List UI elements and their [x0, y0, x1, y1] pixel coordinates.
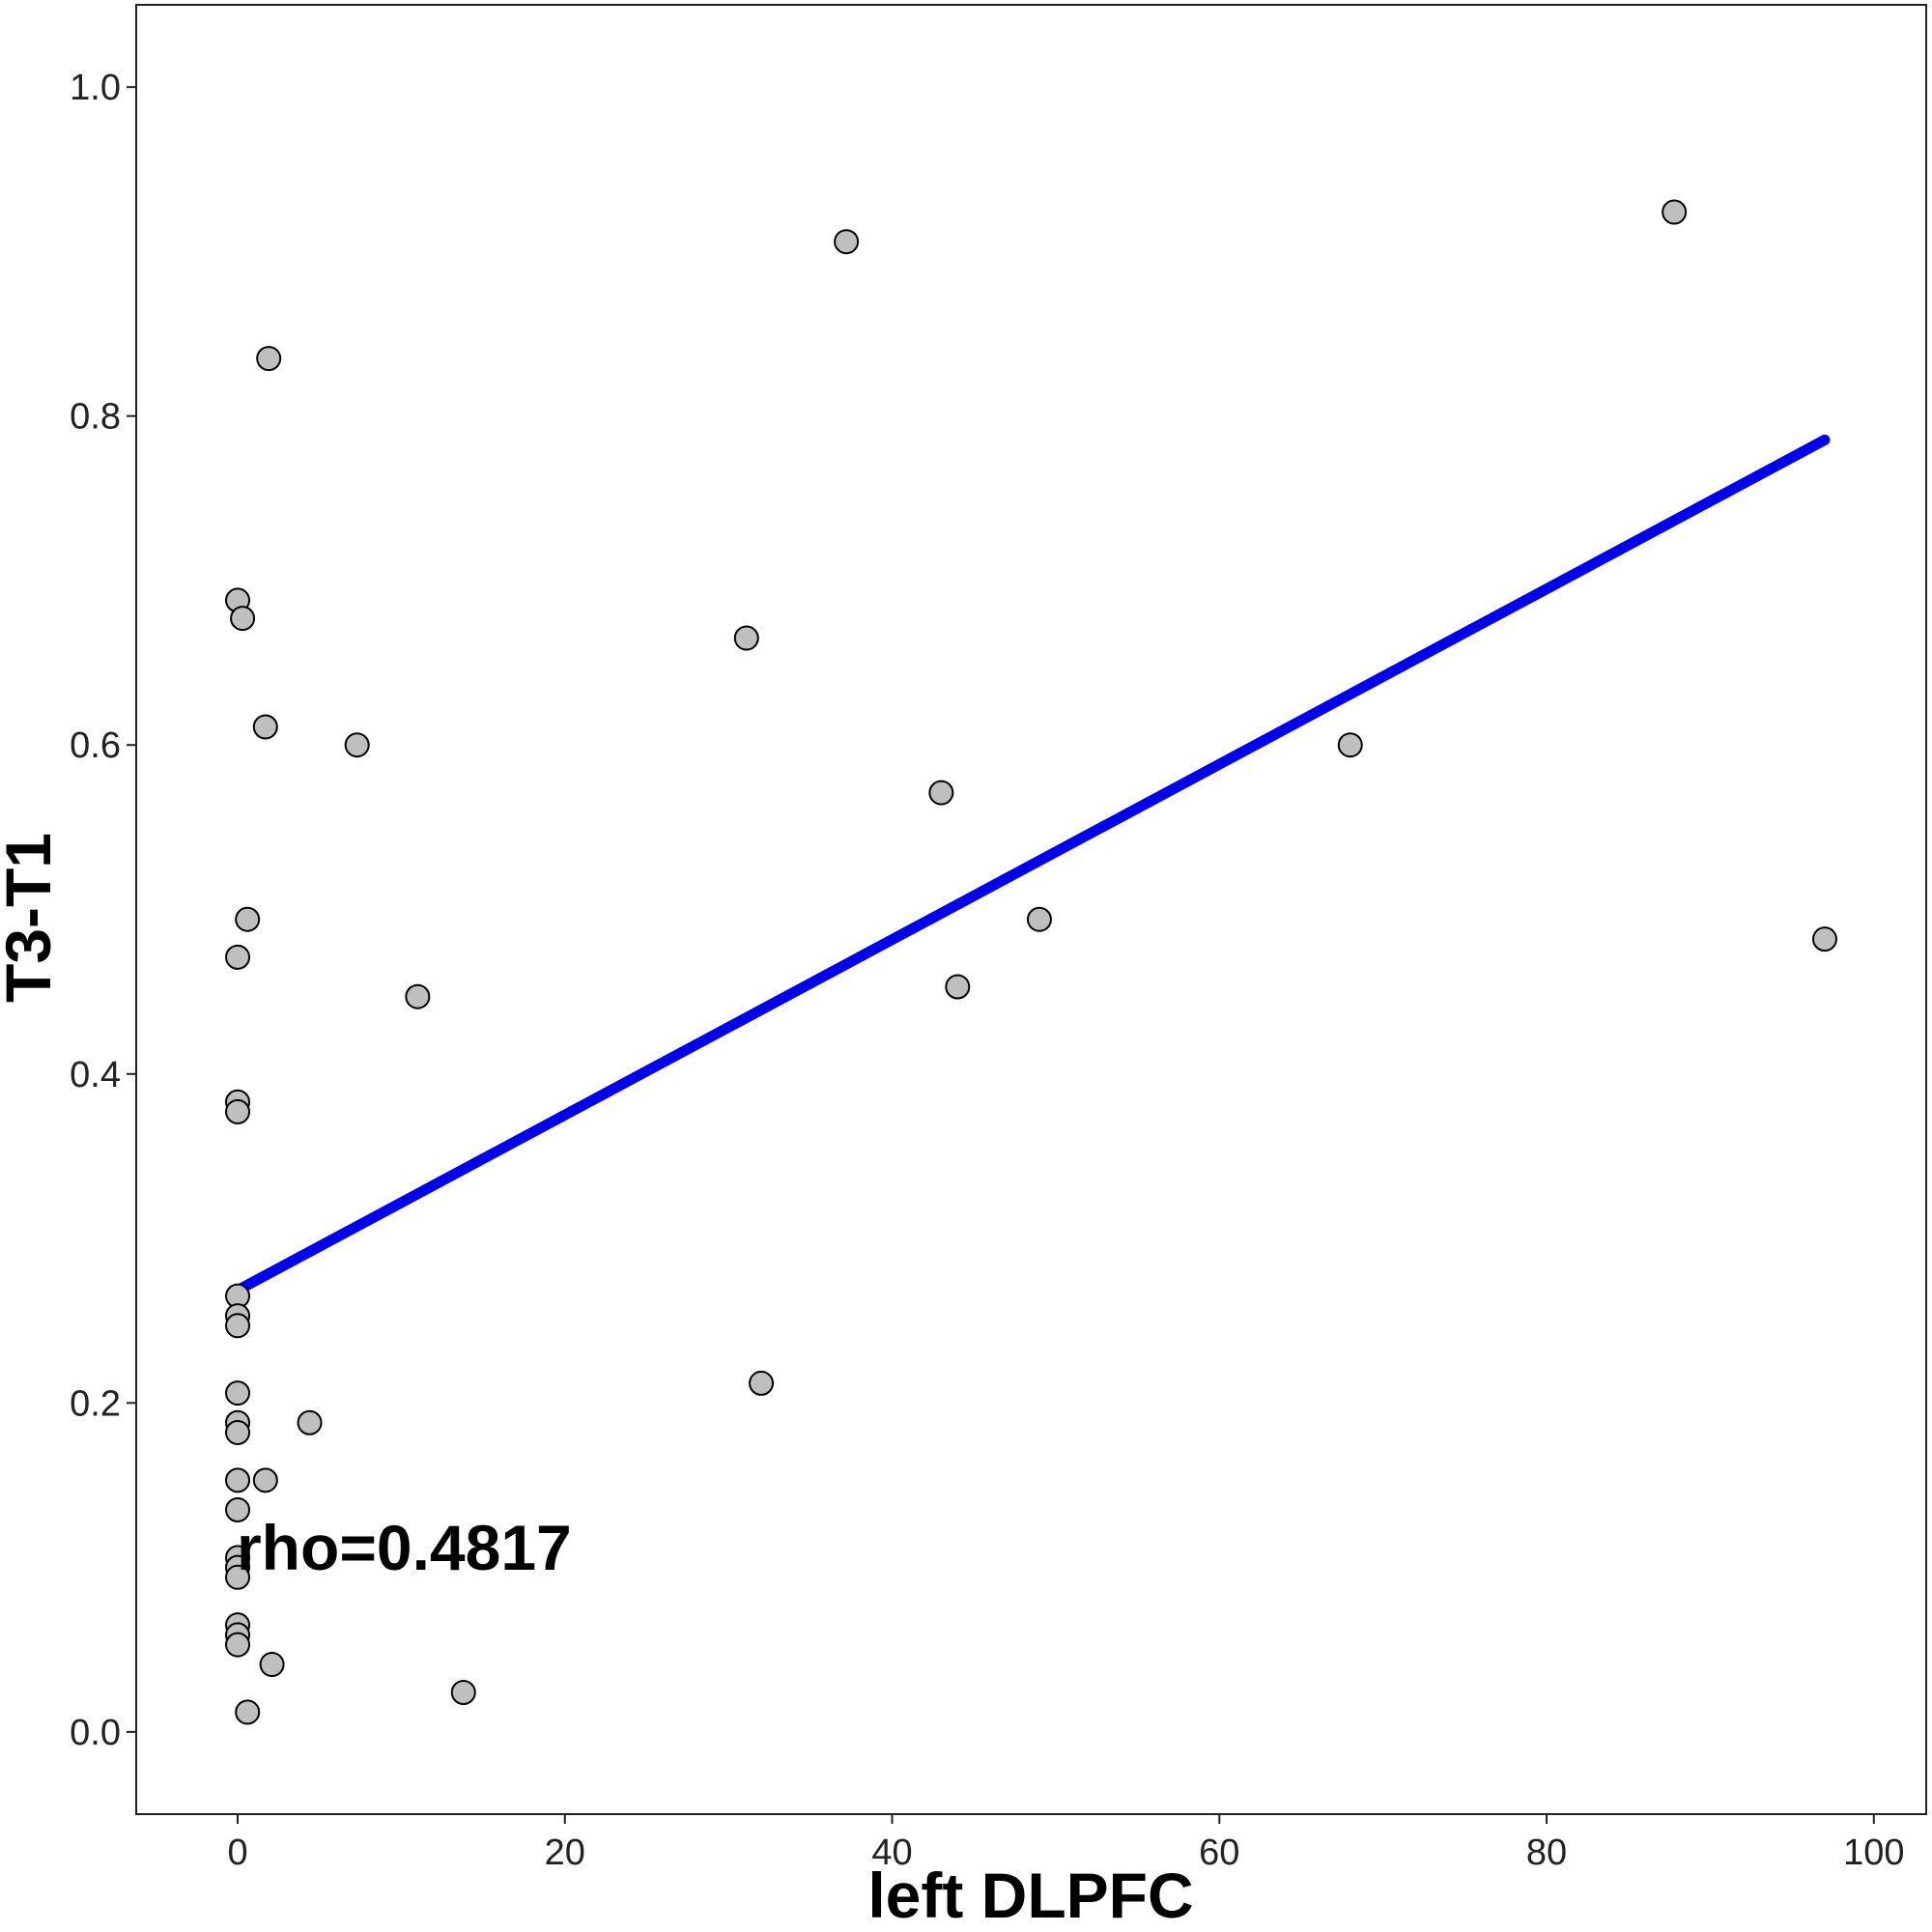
data-point [225, 1098, 251, 1124]
x-axis-title: left DLPFC [867, 1860, 1193, 1931]
data-point [1026, 906, 1052, 932]
data-point [834, 229, 860, 255]
x-tick-label: 0 [227, 1833, 247, 1873]
points-layer [225, 199, 1837, 1725]
data-point [256, 346, 282, 372]
data-point [252, 1467, 278, 1493]
data-point [259, 1652, 285, 1678]
y-tick-label: 1.0 [70, 68, 121, 108]
data-point [225, 1564, 251, 1590]
data-point [749, 1370, 775, 1396]
data-point [1811, 926, 1837, 952]
data-point [928, 780, 954, 806]
data-point [405, 983, 431, 1009]
data-point [1662, 199, 1688, 225]
fit-line-layer [232, 434, 1831, 1296]
y-tick-label: 0.2 [70, 1383, 121, 1424]
rho-annotation: rho=0.4817 [237, 1512, 572, 1583]
data-point [733, 625, 759, 651]
data-point [225, 1632, 251, 1658]
y-tick-label: 0.8 [70, 397, 121, 438]
data-point [297, 1409, 323, 1435]
data-point [225, 1380, 251, 1406]
data-point [235, 906, 261, 932]
data-point [225, 944, 251, 970]
y-axis-ticks: 0.0 0.2 0.4 0.6 0.8 1.0 [70, 68, 136, 1753]
x-tick-label: 20 [545, 1833, 585, 1873]
data-point [225, 1313, 251, 1339]
regression-line [232, 434, 1831, 1296]
x-tick-label: 40 [871, 1833, 912, 1873]
y-axis-title: T3-T1 [0, 833, 64, 1003]
x-tick-label: 80 [1526, 1833, 1567, 1873]
y-tick-label: 0.6 [70, 725, 121, 766]
data-point [230, 606, 256, 632]
y-tick-label: 0.4 [70, 1055, 121, 1095]
data-point [235, 1699, 261, 1725]
data-point [1337, 732, 1363, 758]
data-point [225, 1467, 251, 1493]
plot-area-frame [135, 4, 1927, 1815]
data-point [225, 1419, 251, 1445]
x-axis-ticks: 0 20 40 60 80 100 [227, 1814, 1905, 1873]
data-point [225, 1496, 251, 1522]
data-point [450, 1679, 476, 1705]
y-tick-label: 0.0 [70, 1713, 121, 1753]
x-tick-label: 100 [1843, 1833, 1904, 1873]
x-tick-label: 60 [1199, 1833, 1239, 1873]
data-point [252, 714, 278, 740]
data-point [344, 732, 370, 758]
data-point [945, 974, 971, 1000]
